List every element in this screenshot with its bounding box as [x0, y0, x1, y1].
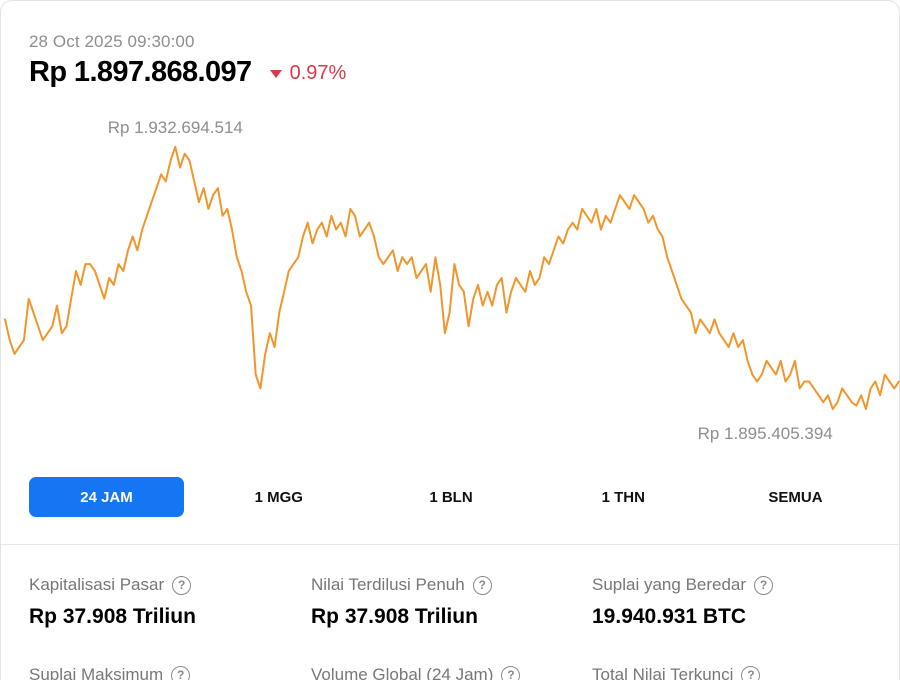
stat-label: Suplai Maksimum: [29, 665, 164, 680]
price-row: Rp 1.897.868.097 0.97%: [29, 56, 346, 89]
chart-max-label: Rp 1.932.694.514: [108, 118, 243, 137]
help-icon[interactable]: ?: [472, 575, 492, 595]
stat-market-cap: Kapitalisasi Pasar ? Rp 37.908 Triliun: [29, 575, 289, 629]
price-change: 0.97%: [269, 62, 347, 85]
price-line: [4, 145, 900, 411]
range-button-24h[interactable]: 24 JAM: [29, 477, 184, 517]
section-divider: [1, 544, 900, 545]
range-button-1m[interactable]: 1 BLN: [429, 488, 473, 506]
chart-min-label: Rp 1.895.405.394: [698, 424, 833, 443]
stat-label: Volume Global (24 Jam): [311, 665, 494, 680]
stat-max-supply: Suplai Maksimum ?: [29, 665, 289, 680]
triangle-down-icon: [269, 69, 282, 78]
help-icon[interactable]: ?: [172, 575, 192, 595]
price-timestamp: 28 Oct 2025 09:30:00: [29, 32, 195, 51]
time-range-selector: 24 JAM 1 MGG 1 BLN 1 THN SEMUA: [29, 477, 873, 517]
stat-fully-diluted-value: Nilai Terdilusi Penuh ? Rp 37.908 Triliu…: [311, 575, 571, 629]
stat-label: Nilai Terdilusi Penuh: [311, 575, 465, 594]
current-price: Rp 1.897.868.097: [29, 56, 252, 88]
price-change-percent: 0.97%: [289, 62, 347, 84]
stat-global-volume: Volume Global (24 Jam) ?: [311, 665, 571, 680]
stat-label: Suplai yang Beredar: [592, 575, 747, 594]
range-button-1w[interactable]: 1 MGG: [254, 488, 303, 506]
price-chart[interactable]: Rp 1.932.694.514 Rp 1.895.405.394: [1, 111, 900, 451]
stat-value: Rp 37.908 Triliun: [311, 605, 478, 628]
help-icon[interactable]: ?: [171, 665, 191, 680]
range-button-1y[interactable]: 1 THN: [601, 488, 645, 506]
stat-label: Kapitalisasi Pasar: [29, 575, 165, 594]
stat-label: Total Nilai Terkunci: [592, 665, 734, 680]
help-icon[interactable]: ?: [754, 575, 774, 595]
stat-circulating-supply: Suplai yang Beredar ? 19.940.931 BTC: [592, 575, 852, 629]
stat-value: 19.940.931 BTC: [592, 605, 747, 628]
stat-total-value-locked: Total Nilai Terkunci ?: [592, 665, 852, 680]
help-icon[interactable]: ?: [501, 665, 521, 680]
stat-value: Rp 37.908 Triliun: [29, 605, 196, 628]
range-button-all[interactable]: SEMUA: [768, 488, 823, 506]
help-icon[interactable]: ?: [741, 665, 761, 680]
price-chart-svg[interactable]: Rp 1.932.694.514 Rp 1.895.405.394: [1, 111, 900, 451]
